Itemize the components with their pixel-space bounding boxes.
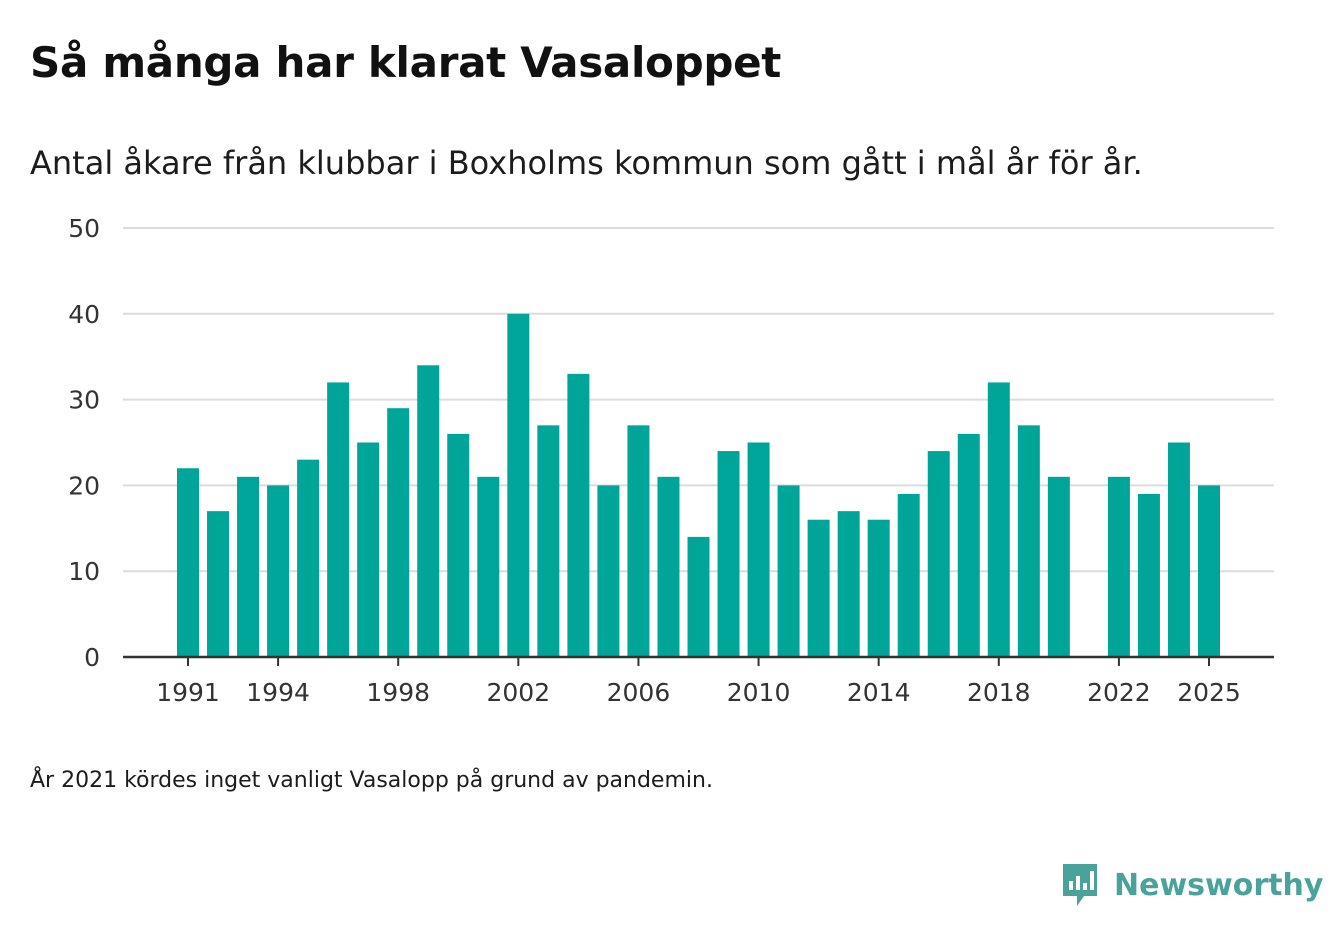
brand: Newsworthy — [1060, 860, 1323, 910]
x-tick-label: 2002 — [487, 678, 551, 707]
x-tick-label: 2014 — [847, 678, 911, 707]
x-tick-label: 2022 — [1087, 678, 1151, 707]
bar-1991 — [177, 468, 199, 657]
x-tick-label: 1998 — [366, 678, 430, 707]
bar-chart: 0 10 20 30 40 50 1991 1994 1998 2002 2006 2010 2014… — [68, 214, 1274, 707]
bar-2001 — [477, 476, 500, 657]
bar-2005 — [597, 485, 620, 657]
newsworthy-chart-bubble-icon — [1063, 864, 1097, 906]
x-tick-label: 2025 — [1177, 678, 1241, 707]
chart-subtitle: Antal åkare från klubbar i Boxholms komm… — [30, 144, 1143, 182]
gridlines — [123, 227, 1274, 573]
bar-2017 — [957, 433, 980, 657]
bar-2012 — [807, 519, 830, 657]
x-tick-label: 2010 — [727, 678, 791, 707]
x-axis-ticks: 1991 1994 1998 2002 2006 2010 2014 2018 2022 2025 — [156, 657, 1241, 707]
x-tick-label: 2006 — [607, 678, 671, 707]
bar-2011 — [777, 485, 800, 657]
bar-2014 — [867, 519, 890, 657]
bar-1996 — [327, 382, 350, 657]
bar-1994 — [267, 485, 290, 657]
bar-1992 — [207, 511, 230, 657]
bar-2025 — [1198, 485, 1220, 657]
bar-2024 — [1167, 442, 1190, 657]
bar-1995 — [297, 459, 320, 657]
bar-2018 — [987, 382, 1010, 657]
bar-1997 — [357, 442, 380, 657]
bar-1993 — [237, 476, 260, 657]
y-tick-label: 10 — [68, 557, 100, 586]
y-tick-label: 0 — [84, 643, 100, 672]
bar-2006 — [627, 425, 650, 657]
bar-2020 — [1047, 476, 1070, 657]
bar-2002 — [507, 313, 530, 657]
bar-1998 — [387, 408, 410, 657]
x-tick-label: 1994 — [246, 678, 310, 707]
y-tick-label: 40 — [68, 300, 100, 329]
x-tick-label: 1991 — [156, 678, 220, 707]
bar-2004 — [567, 373, 590, 657]
bar-2000 — [447, 433, 470, 657]
bar-2003 — [537, 425, 560, 657]
bar-2019 — [1017, 425, 1040, 657]
x-tick-label: 2018 — [967, 678, 1031, 707]
bar-2015 — [897, 493, 920, 657]
bars — [177, 313, 1220, 657]
bar-2023 — [1137, 493, 1160, 657]
y-tick-label: 30 — [68, 386, 100, 415]
chart-title: Så många har klarat Vasaloppet — [30, 38, 782, 87]
y-tick-label: 50 — [68, 214, 100, 243]
bar-2022 — [1107, 476, 1130, 657]
bar-2016 — [927, 451, 950, 657]
bar-1999 — [417, 365, 440, 657]
y-tick-label: 20 — [68, 471, 100, 500]
y-axis-ticks: 0 10 20 30 40 50 — [68, 214, 100, 672]
brand-name: Newsworthy — [1114, 867, 1324, 903]
bar-2007 — [657, 476, 680, 657]
bar-2010 — [747, 442, 770, 657]
bar-2008 — [687, 536, 710, 657]
bar-2009 — [717, 451, 740, 657]
bar-2013 — [837, 511, 860, 657]
footnote: År 2021 kördes inget vanligt Vasalopp på… — [30, 768, 713, 793]
